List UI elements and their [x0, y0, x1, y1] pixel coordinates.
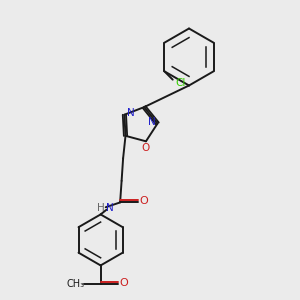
Text: Cl: Cl — [176, 78, 186, 88]
Text: O: O — [139, 196, 148, 206]
Text: CH₃: CH₃ — [67, 279, 85, 289]
Text: N: N — [148, 117, 155, 127]
Text: O: O — [119, 278, 128, 288]
Text: O: O — [142, 143, 150, 153]
Text: H: H — [97, 203, 104, 213]
Text: N: N — [106, 203, 113, 213]
Text: N: N — [127, 108, 135, 118]
